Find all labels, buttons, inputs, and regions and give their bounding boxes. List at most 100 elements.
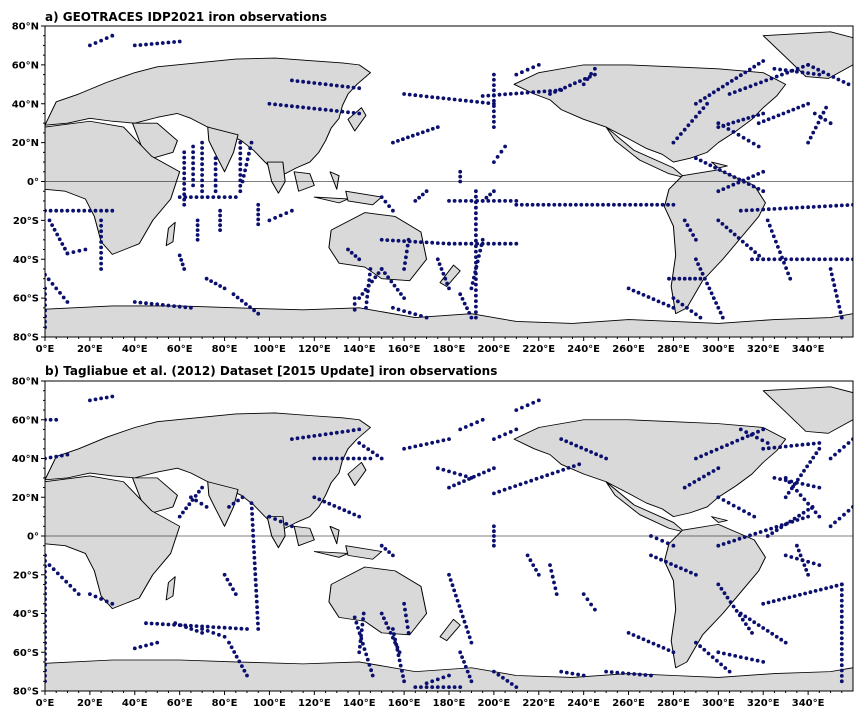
x-tick-label: 0°E — [36, 698, 55, 709]
observation-point — [417, 195, 421, 200]
observation-point — [99, 229, 103, 234]
observation-point — [334, 430, 339, 435]
observation-point — [723, 666, 728, 670]
observation-point — [250, 512, 255, 516]
observation-point — [594, 452, 598, 457]
observation-point — [295, 79, 300, 83]
y-tick-label: 80°N — [12, 22, 39, 33]
observation-point — [817, 257, 822, 262]
observation-point — [519, 202, 524, 207]
observation-point — [218, 223, 223, 228]
observation-point — [477, 254, 481, 258]
observation-point — [318, 107, 322, 112]
observation-point — [373, 275, 378, 280]
observation-point — [719, 445, 724, 450]
observation-point — [370, 450, 375, 455]
observation-point — [301, 79, 305, 84]
observation-point — [211, 631, 216, 635]
observation-point — [50, 282, 55, 286]
observation-point — [749, 433, 754, 437]
observation-point — [798, 592, 802, 597]
observation-point — [213, 161, 218, 166]
observation-point — [778, 67, 782, 72]
observation-point — [561, 467, 566, 472]
observation-point — [244, 162, 249, 167]
observation-point — [435, 685, 440, 689]
observation-point — [593, 607, 597, 612]
observation-point — [200, 140, 205, 145]
observation-point — [364, 652, 369, 657]
y-tick-label: 0° — [27, 177, 39, 188]
observation-point — [738, 655, 743, 659]
observation-point — [699, 454, 703, 459]
observation-point — [758, 530, 763, 534]
observation-point — [467, 311, 472, 315]
observation-point — [720, 315, 725, 320]
observation-point — [177, 39, 182, 44]
observation-point — [536, 89, 541, 94]
observation-point — [225, 577, 230, 582]
observation-point — [705, 281, 709, 286]
observation-point — [149, 642, 154, 646]
observation-point — [796, 477, 800, 482]
observation-point — [407, 92, 412, 97]
observation-point — [306, 106, 311, 110]
observation-point — [492, 77, 496, 82]
x-tick-label: 320°E — [747, 698, 780, 709]
observation-point — [200, 631, 205, 635]
observation-point — [404, 619, 409, 624]
observation-point — [601, 202, 605, 207]
observation-point — [846, 82, 851, 87]
observation-point — [721, 187, 726, 192]
observation-point — [751, 174, 756, 179]
observation-point — [222, 286, 227, 291]
observation-point — [841, 80, 846, 84]
observation-point — [806, 572, 810, 577]
observation-point — [435, 466, 440, 471]
observation-point — [447, 286, 451, 291]
observation-point — [761, 119, 766, 124]
observation-point — [425, 128, 430, 133]
observation-point — [823, 204, 827, 209]
observation-point — [213, 281, 218, 286]
observation-point — [99, 218, 103, 223]
observation-point — [839, 614, 844, 619]
observation-point — [435, 125, 440, 129]
observation-point — [218, 218, 223, 223]
observation-point — [824, 105, 828, 110]
observation-point — [352, 512, 357, 517]
observation-point — [352, 615, 357, 620]
observation-point — [753, 82, 758, 87]
observation-point — [173, 621, 178, 626]
observation-point — [323, 107, 328, 112]
x-tick-label: 80°E — [212, 344, 238, 355]
observation-point — [682, 276, 687, 281]
observation-point — [441, 685, 446, 689]
observation-point — [508, 199, 513, 203]
observation-point — [486, 199, 491, 203]
observation-point — [177, 304, 182, 309]
observation-point — [579, 445, 584, 450]
observation-point — [77, 248, 82, 253]
observation-point — [832, 283, 837, 288]
observation-point — [617, 202, 622, 207]
observation-point — [570, 671, 575, 676]
observation-point — [584, 202, 589, 207]
observation-point — [217, 632, 221, 637]
observation-point — [255, 605, 259, 609]
observation-point — [716, 121, 721, 126]
observation-point — [402, 239, 406, 244]
observation-point — [252, 550, 256, 555]
observation-point — [138, 43, 143, 47]
observation-point — [731, 604, 736, 609]
panel-b-title: b) Tagliabue et al. (2012) Dataset [2015… — [45, 364, 497, 378]
observation-point — [104, 395, 109, 400]
observation-point — [474, 260, 478, 265]
observation-point — [413, 199, 418, 203]
observation-point — [666, 303, 671, 308]
observation-point — [502, 487, 507, 492]
observation-point — [401, 137, 405, 142]
observation-point — [195, 223, 200, 228]
observation-point — [731, 503, 736, 508]
observation-point — [646, 295, 651, 299]
